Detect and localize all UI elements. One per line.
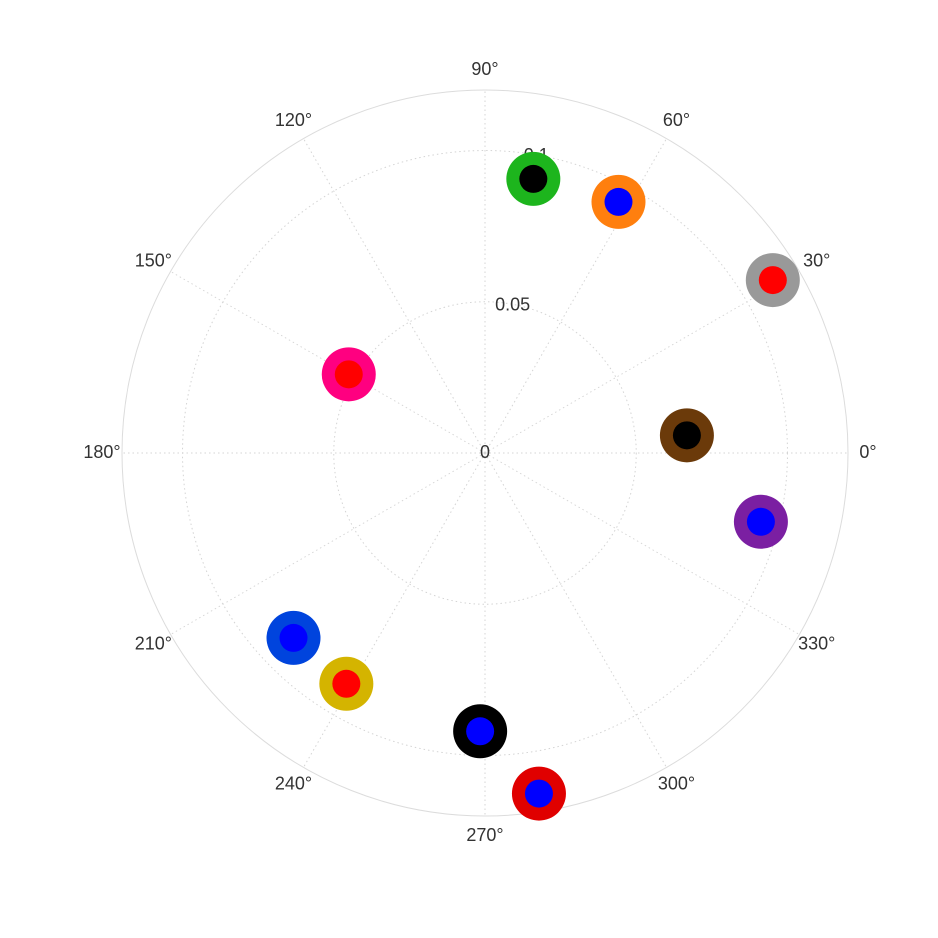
marker-inner — [604, 187, 633, 216]
marker-inner — [524, 779, 553, 808]
theta-tick-label: 180° — [83, 442, 120, 462]
angular-grid-line — [303, 452, 486, 768]
angular-grid-line — [484, 452, 800, 635]
data-point — [319, 656, 374, 711]
radial-tick-label: 0.05 — [495, 294, 530, 314]
theta-tick-label: 150° — [135, 250, 172, 270]
data-point — [506, 151, 561, 206]
theta-tick-label: 30° — [803, 250, 830, 270]
outer-ring — [121, 89, 849, 817]
angular-grid-line — [303, 138, 486, 454]
marker-inner — [758, 266, 787, 295]
marker-inner — [672, 421, 701, 450]
theta-tick-label: 330° — [798, 633, 835, 653]
marker-inner — [466, 717, 495, 746]
marker-inner — [334, 360, 363, 389]
data-points — [266, 151, 800, 821]
marker-inner — [279, 623, 308, 652]
theta-tick-label: 0° — [859, 442, 876, 462]
data-point — [745, 253, 800, 308]
marker-inner — [746, 507, 775, 536]
data-point — [453, 704, 508, 759]
theta-tick-label: 270° — [466, 825, 503, 845]
data-point — [511, 766, 566, 821]
angular-grid-line — [170, 452, 486, 635]
marker-inner — [332, 669, 361, 698]
theta-tick-label: 90° — [471, 59, 498, 79]
radial-grid-circle — [333, 301, 637, 605]
axis-tick-labels: 0° 30° 60° 90° 120° 150° 180° 210° 240° 270° 300° 3… — [83, 59, 876, 845]
angular-grid-line — [484, 452, 667, 768]
data-point — [321, 347, 376, 402]
theta-tick-label: 210° — [135, 633, 172, 653]
theta-tick-label: 300° — [658, 773, 695, 793]
data-point — [659, 408, 714, 463]
data-point — [266, 610, 321, 665]
theta-tick-label: 120° — [275, 110, 312, 130]
radial-tick-label: 0 — [480, 442, 490, 462]
angular-grid-line — [484, 271, 800, 454]
marker-inner — [519, 164, 548, 193]
data-point — [733, 494, 788, 549]
theta-tick-label: 60° — [663, 110, 690, 130]
data-point — [591, 174, 646, 229]
theta-tick-label: 240° — [275, 773, 312, 793]
